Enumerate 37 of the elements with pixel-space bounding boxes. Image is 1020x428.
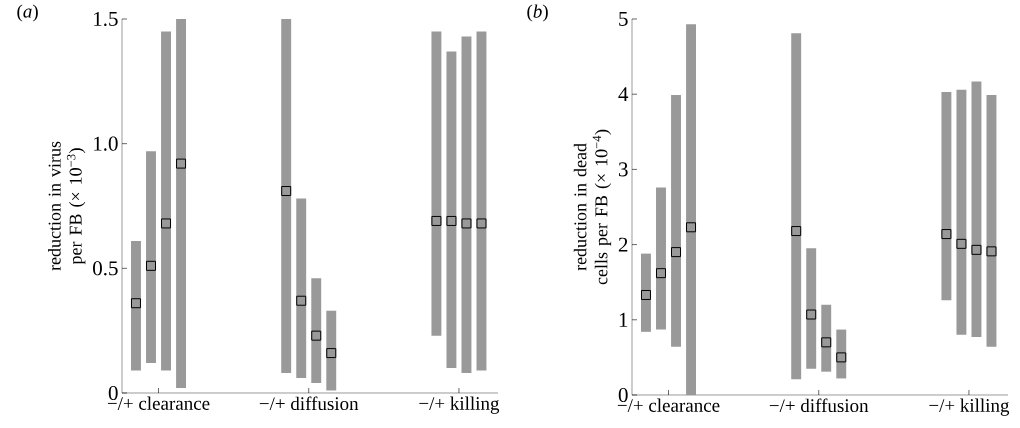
bar bbox=[986, 94, 997, 347]
chart-title: (b) bbox=[527, 4, 548, 22]
bar bbox=[431, 31, 442, 336]
y-tick-label: 5 bbox=[619, 12, 628, 26]
x-tick-label: −/+ diffusion bbox=[769, 398, 869, 413]
bar bbox=[296, 198, 307, 379]
x-tick-label: −/+ diffusion bbox=[259, 396, 359, 411]
bar bbox=[686, 24, 696, 395]
x-tick-label: −/+ killing bbox=[929, 398, 1010, 416]
bar bbox=[476, 31, 487, 371]
y-tick-label: 1 bbox=[619, 312, 628, 327]
y-tick-label: 4 bbox=[618, 87, 629, 102]
bar bbox=[446, 51, 457, 369]
bar bbox=[176, 18, 187, 388]
bar bbox=[941, 91, 952, 301]
y-tick-label: 2 bbox=[618, 237, 628, 252]
bar bbox=[131, 240, 141, 371]
bar bbox=[161, 31, 171, 371]
y-tick-label: 1.5 bbox=[94, 11, 118, 27]
bar bbox=[656, 187, 666, 330]
bar bbox=[281, 18, 292, 374]
bar bbox=[146, 151, 156, 364]
bar bbox=[326, 310, 337, 391]
y-tick-label: 3 bbox=[618, 162, 628, 177]
chart-title: (a) bbox=[17, 4, 38, 22]
bar bbox=[956, 89, 967, 335]
bar bbox=[971, 81, 982, 338]
y-tick-label: 0.5 bbox=[93, 261, 118, 276]
y-axis-title: reduction in dead cells per FB (× 10$^{−4}$) bbox=[573, 129, 612, 285]
bar bbox=[791, 33, 802, 380]
bar bbox=[311, 278, 322, 384]
x-tick-label: −/+ killing bbox=[419, 396, 500, 414]
y-tick-label: 1.0 bbox=[94, 136, 118, 151]
bar bbox=[461, 36, 472, 374]
bar bbox=[671, 94, 681, 347]
bar bbox=[806, 248, 817, 369]
bar bbox=[821, 304, 832, 372]
